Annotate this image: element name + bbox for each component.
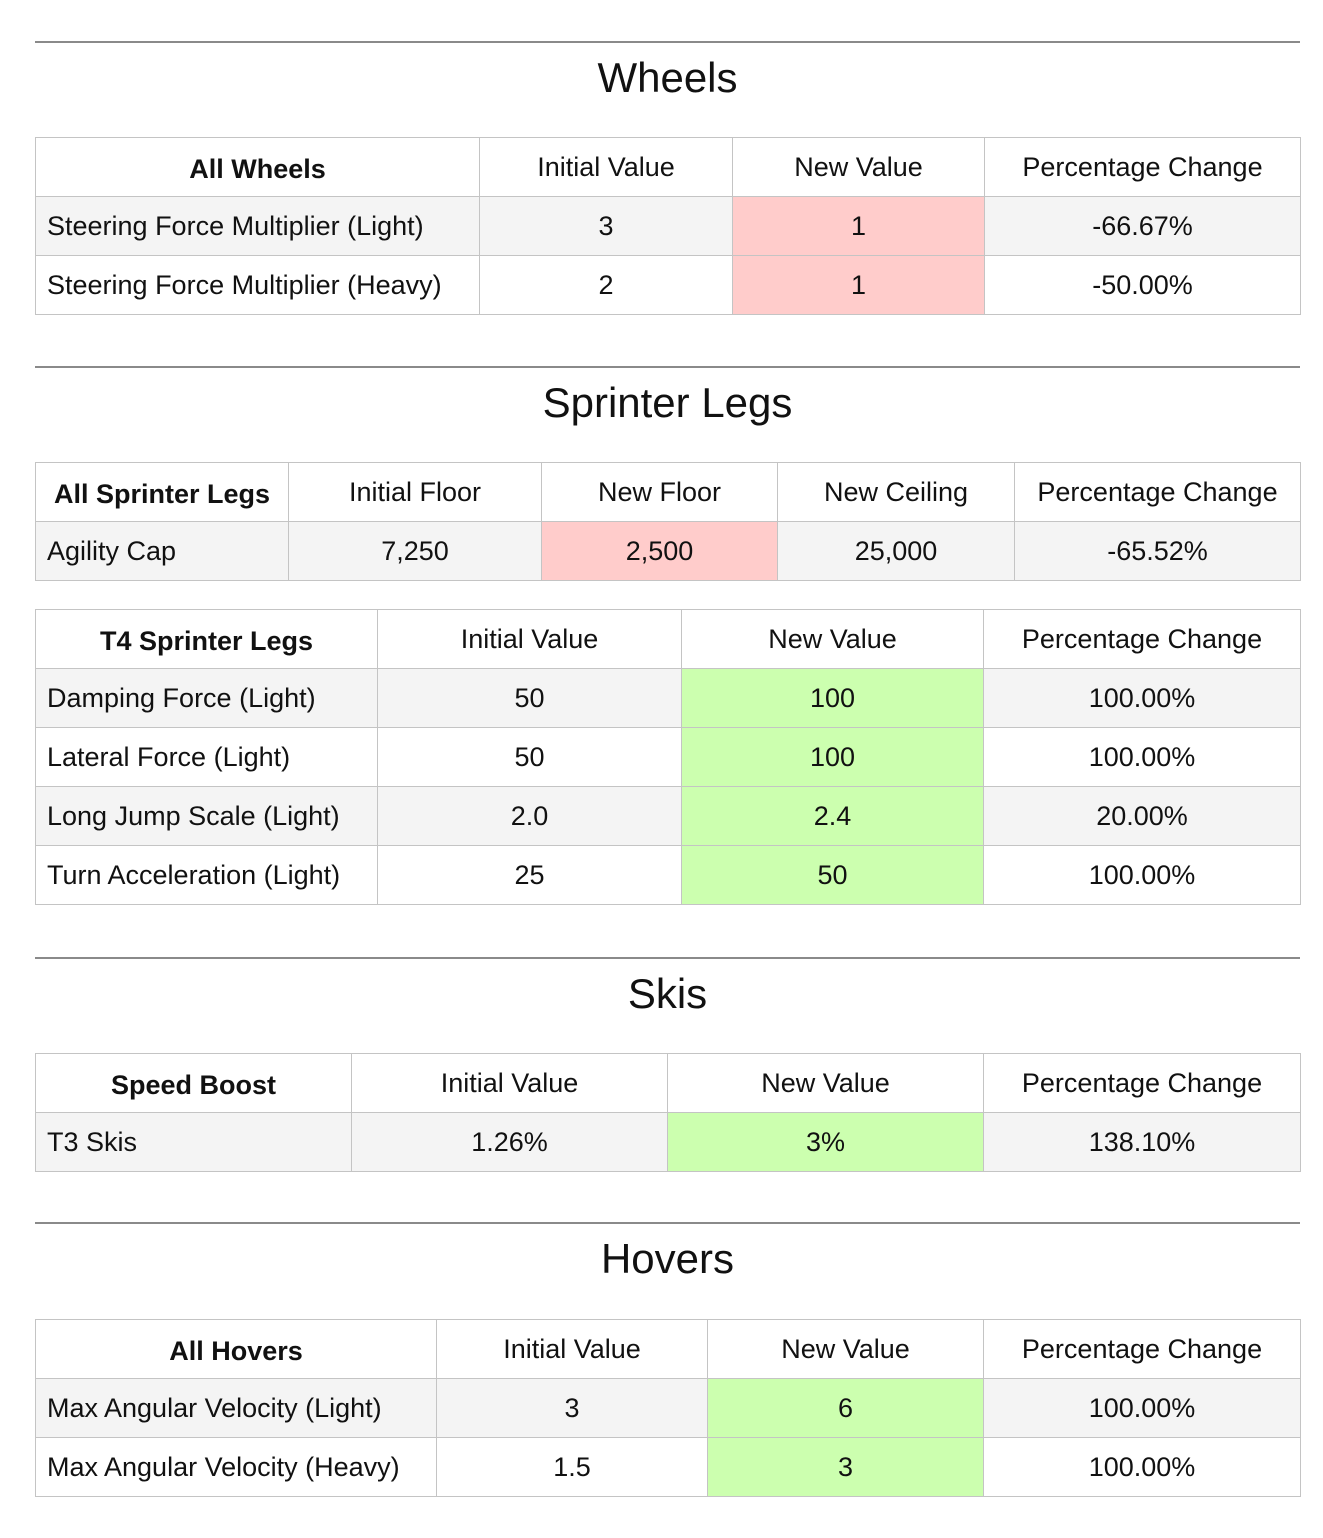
column-header: All Sprinter Legs <box>35 462 289 522</box>
table-row: Max Angular Velocity (Light) 3 6 100.00% <box>35 1378 1301 1438</box>
table-row: Damping Force (Light) 50 100 100.00% <box>35 668 1301 728</box>
table-header-row: Speed Boost Initial Value New Value Perc… <box>35 1053 1301 1113</box>
initial-value: 3 <box>436 1378 708 1438</box>
initial-floor: 7,250 <box>288 521 542 581</box>
initial-value: 1.5 <box>436 1437 708 1497</box>
percentage-change: 100.00% <box>983 1378 1301 1438</box>
column-header: New Value <box>707 1319 984 1379</box>
table-header-row: T4 Sprinter Legs Initial Value New Value… <box>35 609 1301 669</box>
new-value: 1 <box>732 196 985 256</box>
new-value: 3% <box>667 1112 984 1172</box>
section-title-wheels: Wheels <box>597 54 738 101</box>
table-row: Long Jump Scale (Light) 2.0 2.4 20.00% <box>35 786 1301 846</box>
column-header: New Value <box>681 609 984 669</box>
new-value: 100 <box>681 668 984 728</box>
section-title-sprinter-legs: Sprinter Legs <box>542 379 793 426</box>
percentage-change: -65.52% <box>1014 521 1301 581</box>
sprinter-legs-all-table: All Sprinter Legs Initial Floor New Floo… <box>35 462 1301 581</box>
stat-name: Agility Cap <box>35 521 289 581</box>
column-header: Percentage Change <box>983 1319 1301 1379</box>
table-row: Agility Cap 7,250 2,500 25,000 -65.52% <box>35 521 1301 581</box>
percentage-change: 100.00% <box>983 727 1301 787</box>
table-row: Turn Acceleration (Light) 25 50 100.00% <box>35 845 1301 905</box>
column-header: Initial Floor <box>288 462 542 522</box>
new-ceiling: 25,000 <box>777 521 1015 581</box>
percentage-change: -66.67% <box>984 196 1301 256</box>
percentage-change: 100.00% <box>983 668 1301 728</box>
column-header: All Hovers <box>35 1319 437 1379</box>
stat-name: Steering Force Multiplier (Light) <box>35 196 480 256</box>
initial-value: 2 <box>479 255 733 315</box>
table-row: Max Angular Velocity (Heavy) 1.5 3 100.0… <box>35 1437 1301 1497</box>
new-floor: 2,500 <box>541 521 778 581</box>
table-header-row: All Sprinter Legs Initial Floor New Floo… <box>35 462 1301 522</box>
column-header: T4 Sprinter Legs <box>35 609 378 669</box>
percentage-change: 138.10% <box>983 1112 1301 1172</box>
stat-name: Max Angular Velocity (Heavy) <box>35 1437 437 1497</box>
new-value: 1 <box>732 255 985 315</box>
column-header: Percentage Change <box>983 1053 1301 1113</box>
table-row: Lateral Force (Light) 50 100 100.00% <box>35 727 1301 787</box>
stat-name: T3 Skis <box>35 1112 352 1172</box>
initial-value: 3 <box>479 196 733 256</box>
column-header: Initial Value <box>436 1319 708 1379</box>
table-header-row: All Hovers Initial Value New Value Perce… <box>35 1319 1301 1379</box>
new-value: 2.4 <box>681 786 984 846</box>
column-header: Percentage Change <box>984 137 1301 197</box>
stat-name: Max Angular Velocity (Light) <box>35 1378 437 1438</box>
column-header: Initial Value <box>479 137 733 197</box>
stat-name: Long Jump Scale (Light) <box>35 786 378 846</box>
section-title-hovers: Hovers <box>600 1235 735 1282</box>
table-header-row: All Wheels Initial Value New Value Perce… <box>35 137 1301 197</box>
column-header: Percentage Change <box>983 609 1301 669</box>
wheels-table: All Wheels Initial Value New Value Perce… <box>35 137 1301 315</box>
new-value: 6 <box>707 1378 984 1438</box>
column-header: New Ceiling <box>777 462 1015 522</box>
initial-value: 50 <box>377 727 682 787</box>
column-header: Initial Value <box>351 1053 668 1113</box>
stat-name: Damping Force (Light) <box>35 668 378 728</box>
column-header: New Value <box>732 137 985 197</box>
initial-value: 1.26% <box>351 1112 668 1172</box>
initial-value: 25 <box>377 845 682 905</box>
column-header: All Wheels <box>35 137 480 197</box>
column-header: Initial Value <box>377 609 682 669</box>
stat-name: Lateral Force (Light) <box>35 727 378 787</box>
percentage-change: 100.00% <box>983 845 1301 905</box>
new-value: 100 <box>681 727 984 787</box>
stat-name: Turn Acceleration (Light) <box>35 845 378 905</box>
percentage-change: -50.00% <box>984 255 1301 315</box>
hovers-table: All Hovers Initial Value New Value Perce… <box>35 1319 1301 1497</box>
column-header: New Floor <box>541 462 778 522</box>
skis-table: Speed Boost Initial Value New Value Perc… <box>35 1053 1301 1172</box>
table-row: Steering Force Multiplier (Light) 3 1 -6… <box>35 196 1301 256</box>
section-divider <box>35 366 1300 368</box>
new-value: 50 <box>681 845 984 905</box>
section-divider <box>35 957 1300 959</box>
stat-name: Steering Force Multiplier (Heavy) <box>35 255 480 315</box>
new-value: 3 <box>707 1437 984 1497</box>
table-row: Steering Force Multiplier (Heavy) 2 1 -5… <box>35 255 1301 315</box>
percentage-change: 20.00% <box>983 786 1301 846</box>
initial-value: 50 <box>377 668 682 728</box>
percentage-change: 100.00% <box>983 1437 1301 1497</box>
section-title-skis: Skis <box>627 970 708 1017</box>
column-header: Speed Boost <box>35 1053 352 1113</box>
section-divider <box>35 1222 1300 1224</box>
initial-value: 2.0 <box>377 786 682 846</box>
sprinter-legs-t4-table: T4 Sprinter Legs Initial Value New Value… <box>35 609 1301 905</box>
section-divider <box>35 41 1300 43</box>
column-header: Percentage Change <box>1014 462 1301 522</box>
column-header: New Value <box>667 1053 984 1113</box>
table-row: T3 Skis 1.26% 3% 138.10% <box>35 1112 1301 1172</box>
